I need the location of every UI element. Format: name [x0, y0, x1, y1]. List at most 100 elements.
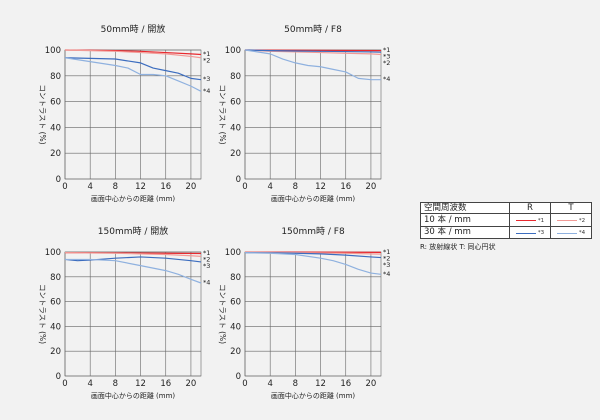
legend-row-10: 10 本 / mm *1 *2 — [420, 213, 592, 227]
legend-swatch-t10: *2 — [550, 213, 592, 227]
legend: 空間周波数 R T 10 本 / mm *1 *2 30 本 / mm *3 *… — [420, 202, 592, 252]
y-tick-label: 40 — [230, 123, 241, 133]
swatch-line-t30 — [556, 232, 577, 234]
x-tick-label: 8 — [113, 379, 118, 389]
y-tick-label: 40 — [50, 123, 61, 133]
series-end-tag: *4 — [383, 270, 390, 278]
y-tick-label: 60 — [230, 298, 241, 308]
series-line-r30 — [244, 49, 382, 53]
swatch-tag-r10: *1 — [537, 217, 545, 224]
legend-swatch-r30: *3 — [509, 225, 551, 239]
chart-title: 50mm時 / F8 — [284, 24, 342, 35]
chart-title: 150mm時 / 開放 — [98, 225, 168, 237]
x-tick-label: 0 — [242, 379, 247, 389]
y-tick-label: 80 — [230, 273, 241, 283]
series-end-tag: *2 — [203, 57, 210, 65]
series-end-tag: *1 — [383, 248, 390, 256]
y-tick-label: 80 — [50, 273, 61, 283]
series-end-tag: *4 — [203, 279, 210, 287]
series-end-tag: *3 — [203, 75, 210, 83]
y-tick-label: 20 — [230, 347, 241, 357]
y-tick-label: 0 — [236, 175, 241, 185]
legend-row-30: 30 本 / mm *3 *4 — [420, 225, 592, 239]
y-tick-label: 20 — [230, 149, 241, 159]
series-end-tag: *3 — [383, 53, 390, 61]
x-tick-label: 20 — [186, 182, 197, 192]
legend-header-r: R — [509, 202, 551, 214]
plot-frame — [244, 49, 382, 180]
x-tick-label: 20 — [186, 379, 197, 389]
series-end-tag: *3 — [383, 261, 390, 269]
legend-row-10-label: 10 本 / mm — [420, 213, 510, 227]
y-tick-label: 60 — [50, 298, 61, 308]
series-line-t30 — [64, 57, 202, 92]
legend-header-frequency: 空間周波数 — [420, 202, 510, 214]
x-tick-label: 12 — [135, 182, 146, 192]
x-axis-label: 画面中心からの距離 (mm) — [91, 391, 176, 400]
series-end-tag: *2 — [383, 254, 390, 262]
y-tick-label: 80 — [230, 72, 241, 82]
series-line-t10 — [244, 49, 382, 56]
x-tick-label: 16 — [160, 182, 171, 192]
y-tick-label: 40 — [50, 322, 61, 332]
y-tick-label: 100 — [45, 248, 61, 258]
swatch-line-r10 — [515, 220, 536, 221]
legend-swatch-t30: *4 — [550, 225, 592, 239]
series-end-tag: *1 — [383, 46, 390, 54]
x-tick-label: 4 — [267, 379, 272, 389]
x-tick-label: 20 — [366, 379, 377, 389]
y-tick-label: 40 — [230, 322, 241, 332]
series-end-tag: *1 — [203, 50, 210, 58]
y-tick-label: 60 — [230, 98, 241, 108]
y-tick-label: 100 — [45, 46, 61, 56]
x-tick-label: 8 — [113, 182, 118, 192]
plot-frame — [64, 49, 202, 180]
y-axis-label: コントラスト (%) — [218, 84, 227, 144]
swatch-line-r30 — [515, 232, 536, 234]
legend-row-30-label: 30 本 / mm — [420, 225, 510, 239]
series-end-tag: *2 — [203, 255, 210, 263]
swatch-tag-t30: *4 — [578, 230, 586, 236]
series-line-t30 — [65, 258, 202, 284]
legend-note: R: 放射線状 T: 同心円状 — [420, 243, 496, 251]
legend-swatch-r10: *1 — [509, 213, 551, 227]
chart-title: 150mm時 / F8 — [281, 226, 345, 237]
y-tick-label: 0 — [56, 175, 61, 185]
x-tick-label: 16 — [160, 379, 171, 389]
chart-title: 50mm時 / 開放 — [101, 23, 166, 35]
series-end-tag: *4 — [383, 75, 390, 83]
x-tick-label: 8 — [293, 182, 298, 192]
series-line-r30 — [64, 57, 202, 81]
x-tick-label: 0 — [62, 182, 67, 192]
swatch-line-t10 — [556, 220, 577, 221]
series-line-t30 — [244, 49, 381, 81]
x-tick-label: 0 — [242, 182, 247, 192]
x-tick-label: 4 — [87, 182, 92, 192]
chart-1: 50mm時 / 開放 0 4 8 12 16 20 0 20 40 60 80 100 コントラスト (%… — [38, 23, 210, 203]
x-tick-label: 8 — [293, 379, 298, 389]
x-tick-label: 12 — [315, 379, 326, 389]
y-axis-label: コントラスト (%) — [38, 284, 47, 344]
chart-3: 150mm時 / 開放 0 4 8 12 16 20 0 20 40 60 80 100 コントラスト (… — [38, 225, 210, 400]
x-tick-label: 0 — [62, 379, 67, 389]
series-end-tag: *1 — [203, 249, 210, 257]
series-end-tag: *3 — [203, 262, 210, 270]
x-tick-label: 20 — [366, 182, 377, 192]
x-tick-label: 4 — [87, 379, 92, 389]
series-end-tag: *4 — [203, 87, 210, 95]
series-line-t10 — [64, 252, 202, 257]
y-tick-label: 0 — [236, 372, 241, 382]
series-line-r30 — [64, 256, 202, 263]
series-line-t30 — [244, 252, 382, 275]
y-tick-label: 20 — [50, 347, 61, 357]
x-tick-label: 12 — [315, 182, 326, 192]
x-tick-label: 12 — [135, 379, 146, 389]
y-tick-label: 100 — [225, 46, 241, 56]
legend-header-t: T — [550, 202, 592, 214]
chart-2: 50mm時 / F8 0 4 8 12 16 20 0 20 40 60 80 100 コントラスト (%… — [218, 24, 390, 203]
x-axis-label: 画面中心からの距離 (mm) — [271, 194, 356, 203]
swatch-tag-r30: *3 — [537, 230, 545, 236]
y-tick-label: 0 — [56, 372, 61, 382]
y-tick-label: 80 — [50, 72, 61, 82]
